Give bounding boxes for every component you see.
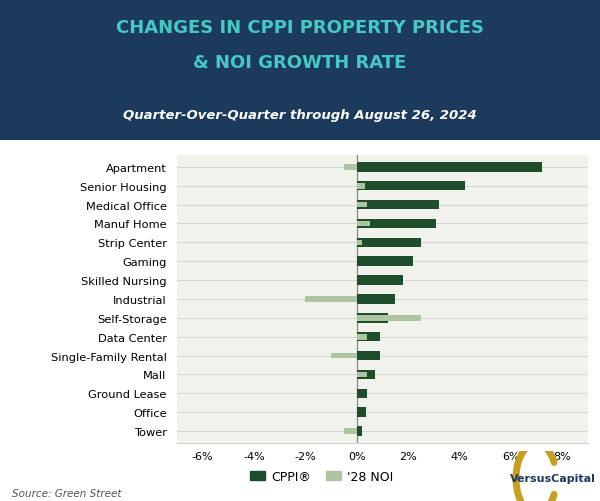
Bar <box>357 351 380 361</box>
Text: & NOI GROWTH RATE: & NOI GROWTH RATE <box>193 54 407 72</box>
Bar <box>357 314 388 323</box>
Legend: CPPI®, '28 NOI: CPPI®, '28 NOI <box>245 464 398 487</box>
Bar <box>357 221 370 227</box>
Bar <box>344 428 357 434</box>
Bar <box>357 276 403 285</box>
Bar <box>357 202 367 208</box>
Bar <box>357 332 380 342</box>
Bar <box>357 315 421 321</box>
Bar <box>305 297 357 302</box>
Bar <box>357 426 362 436</box>
Bar <box>357 389 367 398</box>
Bar <box>357 240 362 245</box>
Bar <box>357 370 375 379</box>
Text: Quarter-Over-Quarter through August 26, 2024: Quarter-Over-Quarter through August 26, … <box>123 109 477 122</box>
Text: Source: Green Street: Source: Green Street <box>12 488 121 498</box>
Bar <box>357 334 367 340</box>
Bar <box>357 257 413 267</box>
Bar <box>344 165 357 170</box>
Bar <box>357 182 465 191</box>
Bar <box>357 163 542 172</box>
Bar <box>357 372 367 377</box>
Bar <box>357 219 436 229</box>
Text: CHANGES IN CPPI PROPERTY PRICES: CHANGES IN CPPI PROPERTY PRICES <box>116 19 484 37</box>
Bar <box>331 353 357 359</box>
Bar <box>357 238 421 247</box>
Bar <box>357 408 366 417</box>
Text: VersusCapital: VersusCapital <box>510 473 596 483</box>
Bar <box>357 295 395 304</box>
Bar <box>357 200 439 210</box>
Bar <box>357 183 365 189</box>
